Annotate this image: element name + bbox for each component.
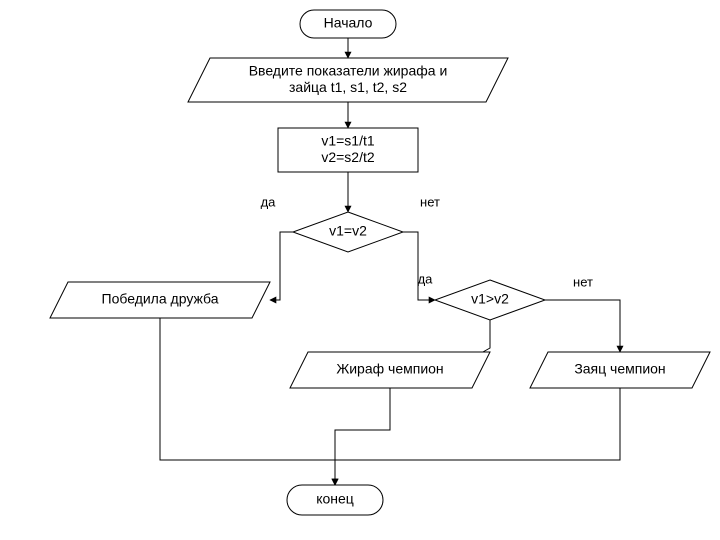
input-label: Введите показатели жирафа и [249, 63, 448, 79]
node-giraffe: Жираф чемпион [290, 352, 490, 388]
dec2-label: v1>v2 [471, 291, 509, 307]
edge [335, 388, 390, 485]
edge-label: нет [573, 274, 593, 289]
calc-label: v1=s1/t1 [321, 133, 375, 149]
node-tie: Победила дружба [50, 282, 270, 318]
nodes: Начало Введите показатели жирафа изайца t… [50, 10, 710, 515]
node-calc: v1=s1/t1v2=s2/t2 [278, 128, 418, 172]
edge [335, 388, 620, 485]
giraffe-label: Жираф чемпион [336, 361, 443, 377]
start-label: Начало [324, 15, 373, 31]
edge [270, 232, 293, 300]
edge-label: да [261, 194, 277, 209]
end-label: конец [316, 491, 354, 507]
edge [545, 300, 620, 352]
dec1-label: v1=v2 [329, 223, 367, 239]
node-dec1: v1=v2 [293, 212, 403, 252]
edge-label: да [418, 271, 434, 286]
tie-label: Победила дружба [102, 291, 219, 307]
edge-label: нет [420, 194, 440, 209]
node-input: Введите показатели жирафа изайца t1, s1,… [188, 58, 508, 102]
node-dec2: v1>v2 [435, 280, 545, 320]
calc-label: v2=s2/t2 [321, 149, 375, 165]
edge [160, 318, 335, 485]
node-hare: Заяц чемпион [530, 352, 710, 388]
node-start: Начало [300, 10, 396, 38]
node-end: конец [287, 485, 383, 515]
hare-label: Заяц чемпион [574, 361, 665, 377]
edges: да нет да нет [160, 38, 620, 485]
edge [403, 232, 435, 300]
input-label: зайца t1, s1, t2, s2 [289, 79, 407, 95]
